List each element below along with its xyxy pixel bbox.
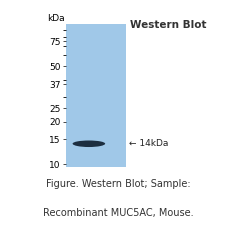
- Ellipse shape: [73, 141, 105, 147]
- Text: Figure. Western Blot; Sample:: Figure. Western Blot; Sample:: [46, 179, 191, 189]
- Text: Western Blot: Western Blot: [130, 20, 207, 30]
- Bar: [66, 24, 126, 167]
- Text: ← 14kDa: ← 14kDa: [129, 139, 169, 148]
- Text: Recombinant MUC5AC, Mouse.: Recombinant MUC5AC, Mouse.: [43, 208, 194, 218]
- Text: kDa: kDa: [48, 14, 65, 23]
